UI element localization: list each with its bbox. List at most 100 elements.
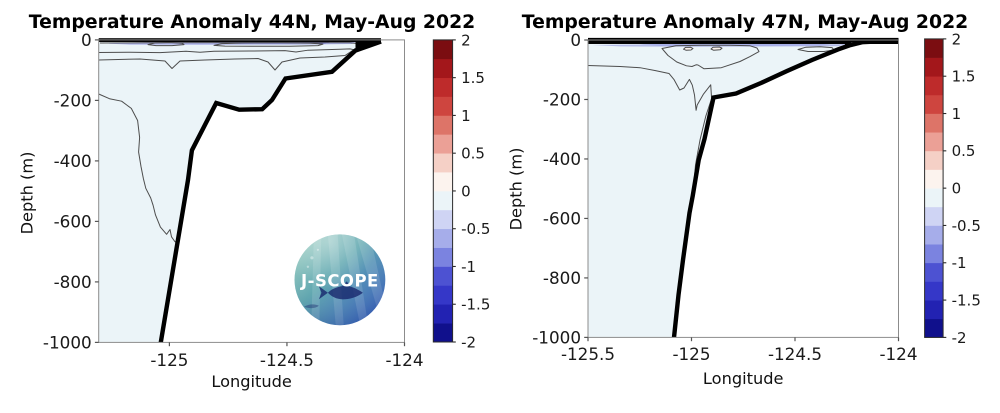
colorbar-band [433, 172, 453, 192]
ocean-fill [98, 39, 381, 343]
contour-line [797, 46, 835, 53]
colorbar-tick-label: 1.5 [952, 68, 976, 86]
colorbar-band [924, 169, 944, 189]
contour-line [98, 48, 357, 54]
bathymetry-line [158, 39, 382, 343]
colorbar-band [924, 206, 944, 226]
colorbar-outline [432, 39, 454, 343]
left-plot-title: Temperature Anomaly 44N, May-Aug 2022 [28, 11, 476, 33]
colorbar-tick-label: 0 [461, 182, 471, 200]
bathymetry-line [671, 39, 899, 338]
left-xlabel: Longitude [211, 371, 292, 391]
colorbar: 2 1.5 1 0.5 0 -0.5 -1 -1.5 -2 [432, 31, 490, 351]
contour-line [710, 46, 723, 51]
axes: -125.5 -125 -124.5 -124 0 -200 -400 -600 -800 -10… [532, 30, 917, 364]
small-fish-silhouette [303, 304, 319, 309]
colorbar-band [924, 94, 944, 114]
y-tick-label: -600 [54, 211, 92, 231]
logo-shading [294, 234, 386, 326]
x-tick-label: -124.5 [768, 344, 822, 364]
jscope-logo: J-SCOPE [294, 234, 386, 326]
contour-line [98, 50, 353, 71]
colorbar-tick-label: -0.5 [461, 220, 490, 238]
y-tick-label: -400 [54, 151, 92, 171]
colorbar: 2 1.5 1 0.5 0 -0.5 -1 -1.5 -2 [924, 30, 981, 347]
colorbar-band [924, 150, 944, 170]
colorbar-band [433, 134, 453, 154]
colorbar-band [433, 39, 453, 60]
contour-line [587, 64, 713, 191]
bubble [310, 256, 314, 260]
colorbar-band [433, 228, 453, 248]
bubble [306, 265, 310, 268]
right-xlabel: Longitude [702, 369, 784, 388]
panel-47n: -125.5 -125 -124.5 -1240-200-400-600-800-10… [532, 30, 981, 364]
axes-box [98, 39, 405, 343]
colorbar-band [433, 153, 453, 173]
colorbar-band [433, 58, 453, 79]
colorbar-tick-label: 0 [952, 180, 962, 198]
axes: -125 -124.5 -124 0 -200 -400 -600 -800 -1000 [43, 30, 424, 370]
y-tick-label: -1000 [43, 332, 92, 352]
colorbar-band [924, 38, 944, 58]
ocean-fill [588, 40, 899, 338]
colorbar-band [924, 113, 944, 133]
surface-heat-band [588, 37, 851, 44]
contour-line [683, 46, 694, 51]
contour-line [661, 44, 760, 70]
colorbar-tick-label: 2 [461, 31, 471, 49]
colorbar-tick-label: -1.5 [461, 296, 490, 314]
colorbar-tick-label: 1 [461, 107, 471, 125]
colorbar-band [924, 318, 944, 338]
bubble [316, 248, 319, 251]
y-tick-label: 0 [81, 30, 92, 50]
colorbar-tick-label: -1 [952, 254, 967, 272]
contour-line [213, 42, 324, 47]
colorbar-tick-label: 1 [952, 105, 962, 123]
colorbar-band [924, 57, 944, 77]
colorbar-tick-label: -0.5 [952, 217, 981, 235]
colorbar-band [433, 115, 453, 135]
colorbar-band [924, 281, 944, 301]
colorbar-band [433, 285, 453, 305]
y-tick-label: -800 [543, 268, 581, 288]
colorbar-tick-label: 0.5 [461, 145, 485, 163]
colorbar-band [924, 244, 944, 264]
contour-line [98, 93, 179, 244]
colorbar-band [433, 77, 453, 97]
contour-line [147, 41, 185, 47]
y-tick-label: 0 [570, 30, 581, 50]
x-tick-label: -125.5 [561, 344, 615, 364]
colorbar-band [433, 190, 453, 211]
y-tick-label: -200 [543, 89, 581, 109]
colorbar-tick-label: -1 [461, 258, 476, 276]
x-tick-label: -125 [672, 344, 710, 364]
panel-44n: -125 -124.5 -124 0 -200 -400 -600 -800 -1000 2 1.5… [43, 30, 490, 370]
y-tick-label: -200 [54, 90, 92, 110]
y-tick-label: -400 [543, 149, 581, 169]
x-tick-label: -124.5 [260, 350, 314, 370]
x-tick-label: -125 [150, 350, 188, 370]
colorbar-band [924, 76, 944, 96]
colorbar-band [924, 188, 944, 208]
colorbar-tick-label: 0.5 [952, 142, 976, 160]
colorbar-band [433, 266, 453, 286]
plot-content [587, 37, 899, 338]
fish-group [303, 248, 363, 309]
colorbar-tick-label: 1.5 [461, 69, 485, 87]
colorbar-tick-label: 2 [952, 30, 962, 48]
y-tick-label: -1000 [532, 327, 581, 347]
colorbar-band [433, 323, 453, 343]
colorbar-band [433, 247, 453, 267]
left-ylabel: Depth (m) [17, 151, 37, 235]
colorbar-tick-label: -2 [461, 333, 476, 351]
x-tick-label: -124 [879, 344, 917, 364]
colorbar-band [924, 262, 944, 282]
logo-text: J-SCOPE [300, 271, 379, 290]
colorbar-band [433, 304, 453, 324]
x-tick-label: -124 [385, 350, 423, 370]
colorbar-band [924, 225, 944, 245]
axes-box [587, 39, 899, 338]
colorbar-tick-label: -2 [952, 329, 967, 347]
